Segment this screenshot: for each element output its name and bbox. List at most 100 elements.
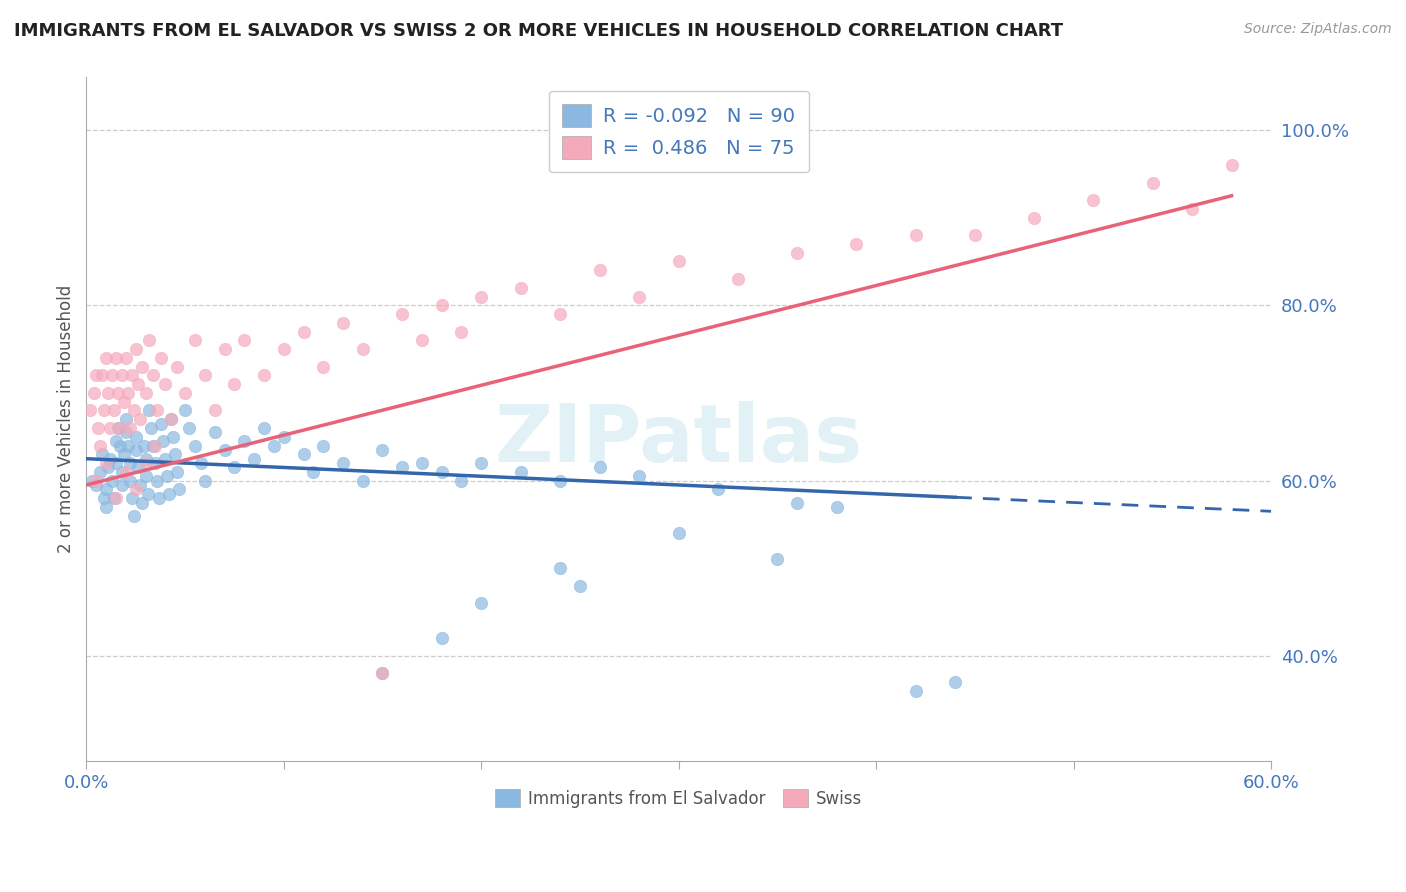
Point [138, 334, 160, 348]
Point [152, 434, 174, 449]
Point [332, 316, 354, 330]
Point [146, 474, 169, 488]
Point [157, 487, 180, 501]
Point [89, 465, 111, 479]
Point [589, 460, 612, 475]
Point [391, 460, 413, 475]
Point [87, 421, 110, 435]
Point [124, 342, 146, 356]
Point [184, 334, 207, 348]
Point [450, 474, 472, 488]
Point [162, 430, 184, 444]
Point [184, 438, 207, 452]
Point [127, 377, 149, 392]
Point [165, 447, 187, 461]
Point [312, 438, 335, 452]
Point [174, 403, 197, 417]
Point [628, 469, 651, 483]
Point [84, 478, 107, 492]
Point [128, 478, 150, 492]
Point [430, 465, 453, 479]
Point [118, 474, 141, 488]
Point [509, 465, 531, 479]
Legend: Immigrants from El Salvador, Swiss: Immigrants from El Salvador, Swiss [488, 783, 869, 814]
Point [233, 434, 256, 449]
Point [135, 469, 157, 483]
Point [83, 386, 105, 401]
Point [108, 421, 131, 435]
Point [253, 421, 276, 435]
Point [146, 403, 169, 417]
Point [114, 425, 136, 440]
Point [135, 386, 157, 401]
Point [786, 245, 808, 260]
Point [766, 552, 789, 566]
Point [166, 359, 188, 374]
Point [273, 342, 295, 356]
Point [94, 456, 117, 470]
Point [273, 430, 295, 444]
Point [194, 474, 217, 488]
Point [112, 394, 135, 409]
Point [1181, 202, 1204, 216]
Point [302, 465, 325, 479]
Point [292, 325, 315, 339]
Point [1142, 176, 1164, 190]
Point [155, 451, 177, 466]
Point [943, 675, 966, 690]
Point [121, 368, 143, 383]
Point [263, 438, 285, 452]
Point [131, 359, 153, 374]
Point [845, 237, 868, 252]
Point [124, 430, 146, 444]
Point [114, 412, 136, 426]
Point [128, 412, 150, 426]
Point [1083, 193, 1105, 207]
Point [138, 403, 160, 417]
Point [101, 474, 124, 488]
Point [160, 412, 183, 426]
Point [142, 438, 165, 452]
Point [131, 495, 153, 509]
Point [117, 386, 139, 401]
Point [589, 263, 612, 277]
Y-axis label: 2 or more Vehicles in Household: 2 or more Vehicles in Household [58, 285, 75, 553]
Point [135, 456, 157, 470]
Point [89, 438, 111, 452]
Point [155, 377, 177, 392]
Point [668, 254, 690, 268]
Point [122, 403, 145, 417]
Point [243, 451, 266, 466]
Point [214, 342, 236, 356]
Point [470, 596, 492, 610]
Point [94, 351, 117, 365]
Point [332, 456, 354, 470]
Point [84, 368, 107, 383]
Point [1024, 211, 1046, 225]
Point [904, 684, 927, 698]
Point [352, 474, 374, 488]
Point [253, 368, 276, 383]
Point [114, 465, 136, 479]
Point [97, 460, 120, 475]
Point [312, 359, 335, 374]
Point [98, 451, 121, 466]
Point [371, 666, 394, 681]
Point [93, 491, 115, 505]
Point [101, 368, 124, 383]
Point [190, 456, 212, 470]
Point [156, 469, 179, 483]
Point [727, 272, 749, 286]
Point [124, 483, 146, 497]
Point [174, 386, 197, 401]
Point [112, 447, 135, 461]
Point [160, 412, 183, 426]
Point [371, 442, 394, 457]
Point [107, 421, 129, 435]
Point [118, 421, 141, 435]
Point [707, 483, 730, 497]
Point [166, 465, 188, 479]
Point [98, 421, 121, 435]
Point [91, 368, 114, 383]
Point [135, 451, 157, 466]
